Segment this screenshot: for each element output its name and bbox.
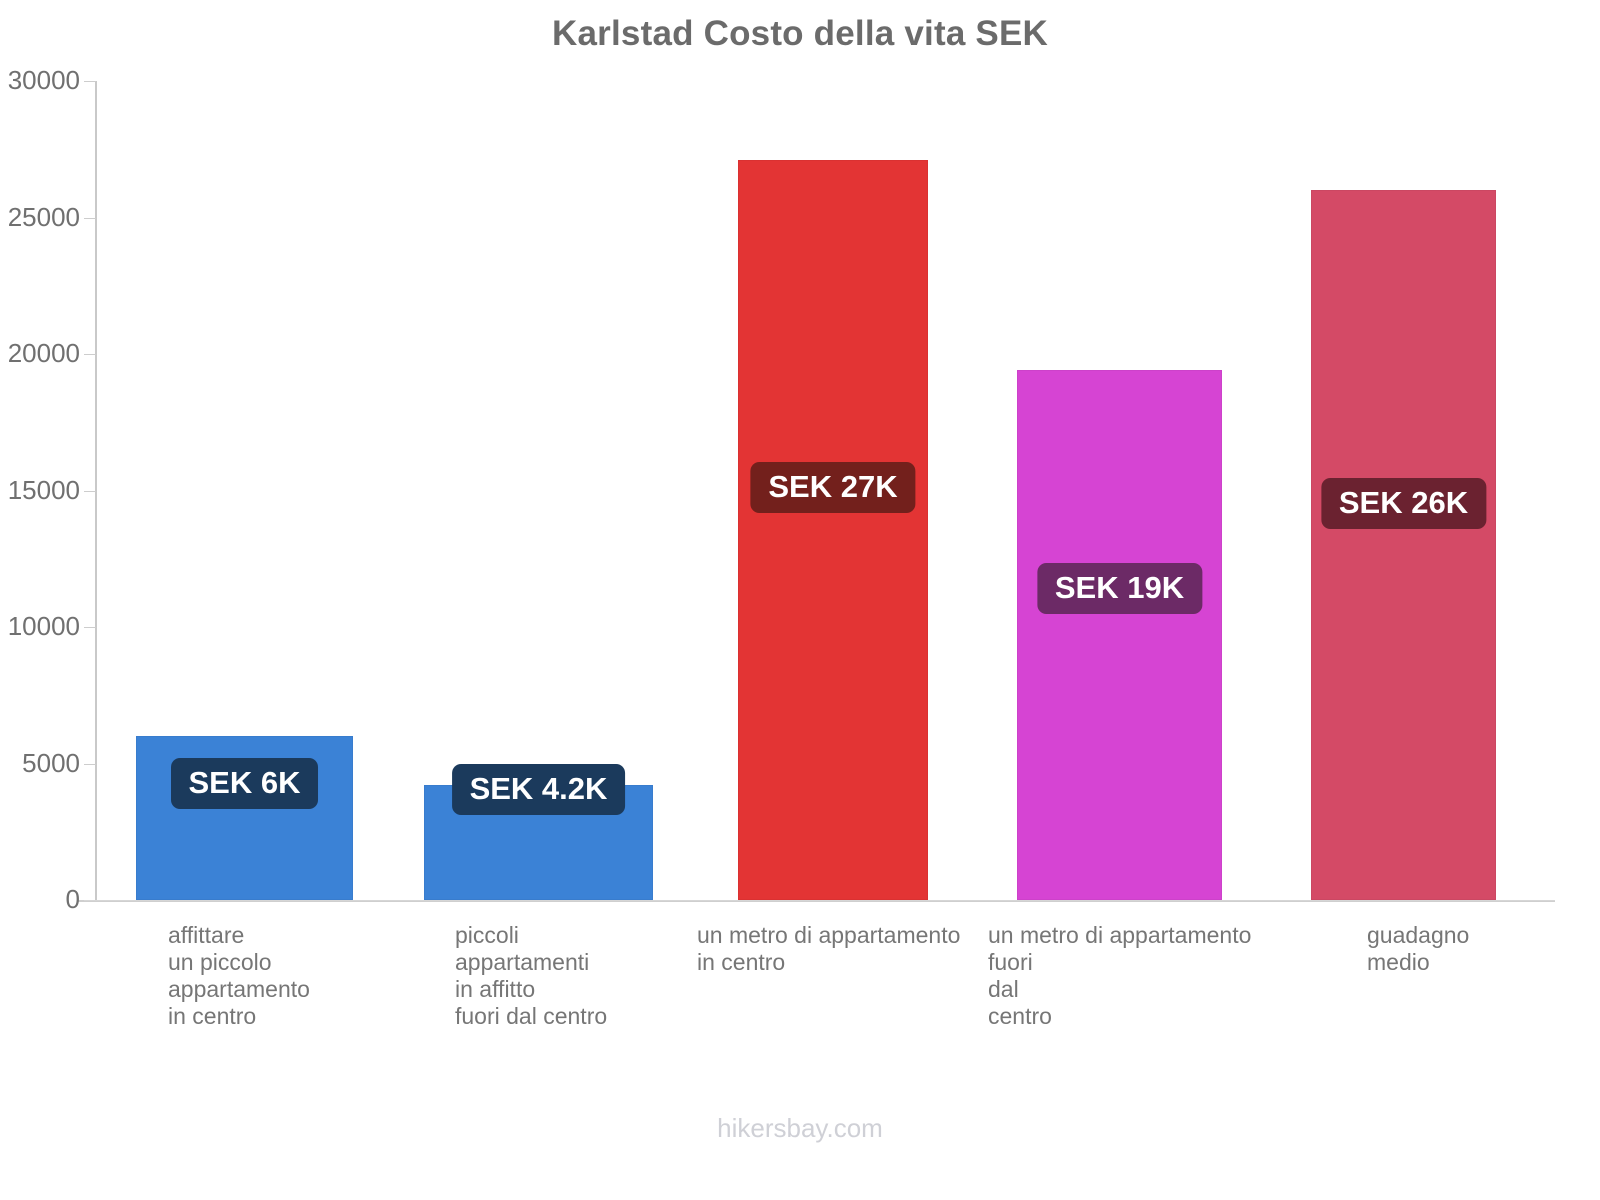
x-axis-category-label: piccoli appartamenti in affitto fuori da… <box>455 922 608 1029</box>
x-axis-category-label: guadagno medio <box>1367 922 1470 975</box>
plot-area: 0 5000 10000 15000 20000 25000 30000 SEK 6K SEK… <box>8 65 1555 914</box>
y-tick-mark <box>84 490 96 492</box>
y-tick-label: 0 <box>65 884 80 914</box>
y-tick-mark <box>84 763 96 765</box>
y-tick-mark <box>84 627 96 628</box>
bar[interactable]: SEK 27K <box>738 160 928 900</box>
y-tick-label: 20000 <box>7 338 80 368</box>
y-tick-label: 15000 <box>7 474 80 505</box>
bar-value-label: SEK 4.2K <box>451 764 626 816</box>
y-tick-label: 5000 <box>22 747 80 778</box>
x-axis-category-label: un metro di appartamento fuori dal centr… <box>988 922 1252 1029</box>
y-tick-label: 25000 <box>7 201 80 232</box>
y-axis-line <box>95 81 97 900</box>
x-axis-category-label: un metro di appartamento in centro <box>697 922 961 975</box>
bar[interactable]: SEK 19K <box>1017 370 1222 900</box>
bar[interactable]: SEK 26K <box>1311 190 1496 900</box>
bar[interactable]: SEK 6K <box>136 736 353 900</box>
bar[interactable]: SEK 4.2K <box>424 764 653 900</box>
bar-value-label: SEK 6K <box>170 758 319 810</box>
y-tick-mark <box>84 81 96 82</box>
footer-watermark: hikersbay.com <box>717 1113 883 1143</box>
bar-value-label: SEK 27K <box>750 462 916 514</box>
x-axis-category-label: affittare un piccolo appartamento in cen… <box>168 922 310 1029</box>
y-tick-mark <box>84 900 1555 901</box>
y-tick-label: 10000 <box>7 611 80 641</box>
bar-value-label: SEK 19K <box>1036 563 1203 615</box>
y-tick-label: 30000 <box>7 65 80 95</box>
y-tick-mark <box>84 354 96 355</box>
x-axis-line <box>77 900 1555 902</box>
y-tick-mark <box>84 217 96 219</box>
chart-title: Karlstad Costo della vita SEK <box>552 14 1048 53</box>
bar-value-label: SEK 26K <box>1320 478 1487 530</box>
